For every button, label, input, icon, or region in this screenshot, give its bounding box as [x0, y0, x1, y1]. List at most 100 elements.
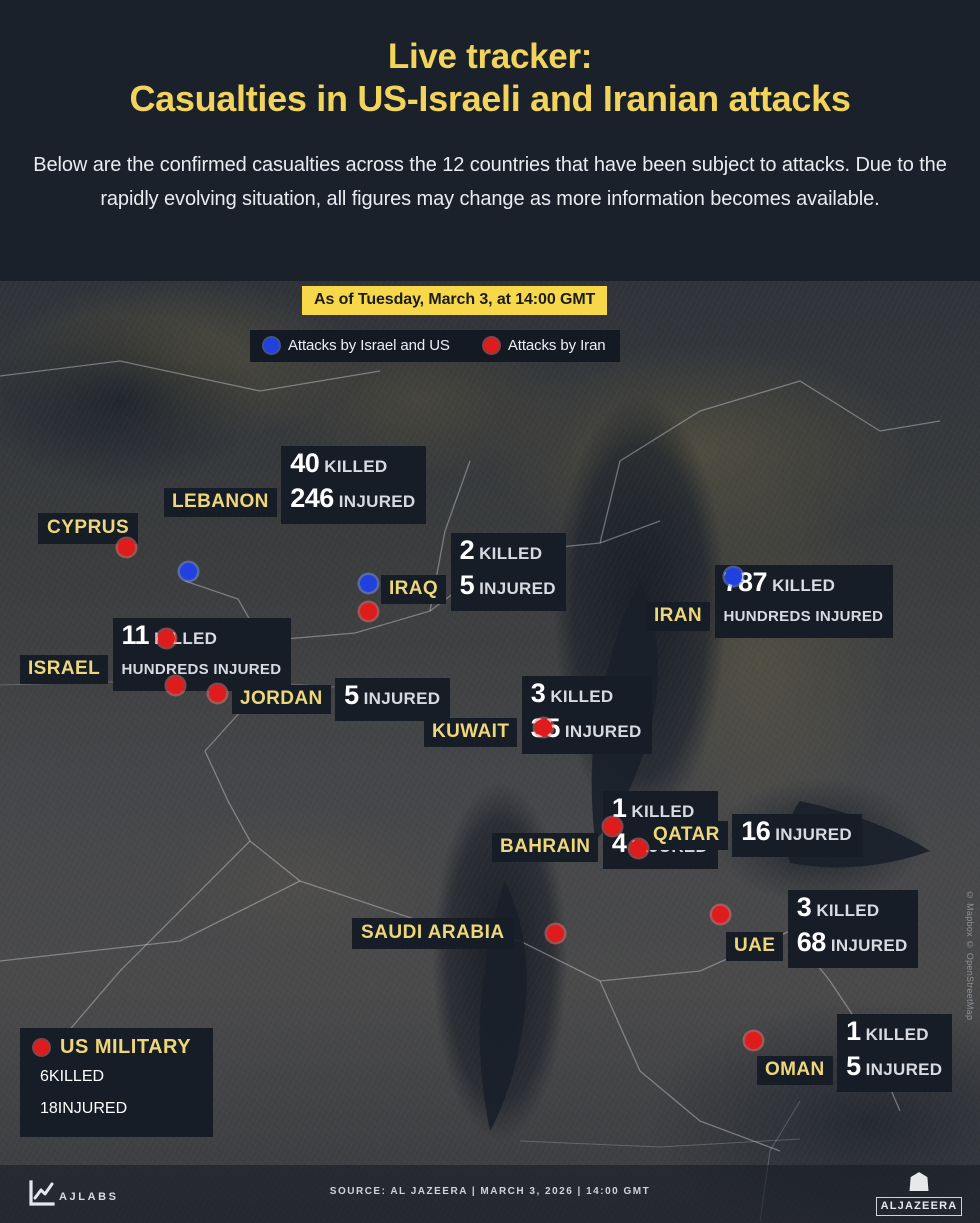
stat-injured-label-uae: INJURED — [830, 936, 908, 955]
ajlabs-label: AJLABS — [59, 1191, 119, 1203]
stat-injured-jordan: 5 INJURED — [344, 680, 440, 715]
legend-label-israel-us: Attacks by Israel and US — [288, 337, 450, 354]
country-stats-iran: 787 KILLED HUNDREDS INJURED — [714, 565, 894, 638]
stat-killed-label-oman: KILLED — [865, 1025, 929, 1044]
stat-killed-value-oman: 1 — [846, 1016, 861, 1046]
stat-injured-value-us-military: 18 — [40, 1100, 58, 1117]
country-stats-qatar: 16 INJURED — [732, 814, 862, 857]
us-military-name: US MILITARY — [60, 1036, 192, 1058]
stat-killed-label-us-military: KILLED — [48, 1068, 105, 1085]
chart-logo-icon — [28, 1179, 56, 1207]
country-name-iraq: IRAQ — [381, 575, 447, 604]
stat-killed-us-military: 6KILLED — [34, 1061, 191, 1093]
us-military-card: US MILITARY 6KILLED 18INJURED — [20, 1028, 214, 1137]
footer: AJLABS SOURCE: AL JAZEERA | MARCH 3, 202… — [0, 1165, 980, 1223]
country-card-uae: UAE 3 KILLED 68 INJURED — [726, 890, 918, 968]
stat-killed-label-bahrain: KILLED — [631, 802, 695, 821]
marker-israel-2 — [167, 677, 184, 694]
stat-killed-value-uae: 3 — [796, 892, 812, 922]
stat-injured-value-iraq: 5 — [459, 570, 475, 600]
stat-killed-kuwait: 3 KILLED — [531, 678, 642, 713]
stat-injured-label-qatar: INJURED — [775, 825, 852, 844]
stat-killed-label-kuwait: KILLED — [550, 687, 614, 706]
country-stats-oman: 1 KILLED 5 INJURED — [837, 1014, 953, 1092]
marker-saudi-arabia — [547, 925, 564, 942]
country-name-uae: UAE — [726, 932, 784, 961]
legend-label-iran: Attacks by Iran — [507, 337, 606, 354]
blue-circle-marker-icon — [264, 338, 279, 353]
source-attribution: SOURCE: AL JAZEERA | MARCH 3, 2026 | 14:… — [329, 1186, 651, 1197]
marker-iraq-red — [360, 603, 377, 620]
stat-killed-label-uae: KILLED — [816, 901, 880, 920]
marker-lebanon — [180, 563, 197, 580]
country-stats-iraq: 2 KILLED 5 INJURED — [450, 533, 566, 611]
stat-killed-oman: 1 KILLED — [846, 1016, 942, 1051]
header: Live tracker: Casualties in US-Israeli a… — [0, 0, 980, 281]
country-name-oman: OMAN — [757, 1056, 833, 1085]
country-card-qatar: QATAR 16 INJURED — [645, 814, 862, 857]
country-stats-israel: 11 KILLED HUNDREDS INJURED — [112, 618, 292, 691]
date-banner: As of Tuesday, March 3, at 14:00 GMT — [302, 286, 608, 315]
stat-killed-bahrain: 1 KILLED — [612, 793, 708, 828]
stat-injured-value-bahrain: 4 — [611, 828, 627, 858]
stat-injured-value-lebanon: 246 — [290, 483, 334, 513]
country-stats-lebanon: 40 KILLED 246 INJURED — [281, 446, 426, 524]
stat-killed-iraq: 2 KILLED — [460, 535, 556, 570]
page-subtitle: Below are the confirmed casualties acros… — [33, 154, 947, 210]
country-name-cyprus: CYPRUS — [38, 513, 139, 544]
marker-iraq-blue — [360, 575, 377, 592]
country-name-israel: ISRAEL — [20, 655, 109, 684]
stat-injured-qatar: 16 INJURED — [741, 816, 852, 851]
stat-killed-value-lebanon: 40 — [290, 448, 320, 478]
stat-killed-label-lebanon: KILLED — [324, 457, 388, 476]
country-name-jordan: JORDAN — [232, 685, 331, 714]
stat-injured-value-uae: 68 — [796, 927, 827, 957]
map-attribution: © Mapbox © OpenStreetMap — [965, 890, 975, 1021]
page-title: Live tracker: Casualties in US-Israeli a… — [0, 36, 980, 120]
stat-note-iran: HUNDREDS INJURED — [724, 602, 884, 632]
map-canvas — [0, 281, 980, 1223]
aljazeera-label: ALJAZEERA — [876, 1197, 962, 1216]
marker-iran — [725, 568, 742, 585]
stat-injured-label-kuwait: INJURED — [564, 722, 642, 741]
stat-injured-label-us-military: INJURED — [57, 1100, 128, 1117]
aljazeera-flame-icon: ☗ — [907, 1167, 931, 1197]
stat-killed-israel: 11 KILLED — [122, 620, 282, 655]
stat-injured-label-lebanon: INJURED — [338, 492, 416, 511]
stat-injured-value-jordan: 5 — [344, 680, 359, 710]
stat-killed-value-bahrain: 1 — [611, 793, 627, 823]
country-stats-jordan: 5 INJURED — [335, 678, 451, 721]
country-name-bahrain: BAHRAIN — [492, 833, 599, 862]
title-line-1: Live tracker: — [387, 37, 593, 76]
legend-item-iran: Attacks by Iran — [483, 337, 606, 354]
country-card-cyprus: CYPRUS — [38, 513, 139, 544]
stat-killed-value-israel: 11 — [121, 620, 150, 650]
stat-killed-label-iraq: KILLED — [479, 544, 543, 563]
stat-injured-uae: 68 INJURED — [797, 927, 908, 962]
country-card-iran: IRAN 787 KILLED HUNDREDS INJURED — [646, 565, 894, 638]
marker-kuwait — [535, 719, 552, 736]
stat-note-text-israel: HUNDREDS INJURED — [121, 661, 282, 678]
country-name-iran: IRAN — [646, 602, 711, 631]
marker-israel-1 — [158, 630, 175, 647]
stat-injured-value-qatar: 16 — [741, 816, 771, 846]
stat-injured-lebanon: 246 INJURED — [290, 483, 415, 518]
stat-injured-label-iraq: INJURED — [479, 579, 556, 598]
legend-item-israel-us: Attacks by Israel and US — [264, 337, 450, 354]
us-military-header: US MILITARY — [34, 1036, 191, 1059]
stat-injured-oman: 5 INJURED — [846, 1051, 942, 1086]
country-card-oman: OMAN 1 KILLED 5 INJURED — [757, 1014, 953, 1092]
stat-killed-label-iran: KILLED — [772, 576, 836, 595]
marker-uae — [712, 906, 729, 923]
stat-injured-label-oman: INJURED — [865, 1060, 943, 1079]
legend: Attacks by Israel and US Attacks by Iran — [250, 330, 620, 362]
marker-bahrain — [604, 818, 621, 835]
stat-note-text-iran: HUNDREDS INJURED — [723, 608, 884, 625]
marker-oman — [745, 1032, 762, 1049]
country-name-lebanon: LEBANON — [164, 488, 277, 517]
